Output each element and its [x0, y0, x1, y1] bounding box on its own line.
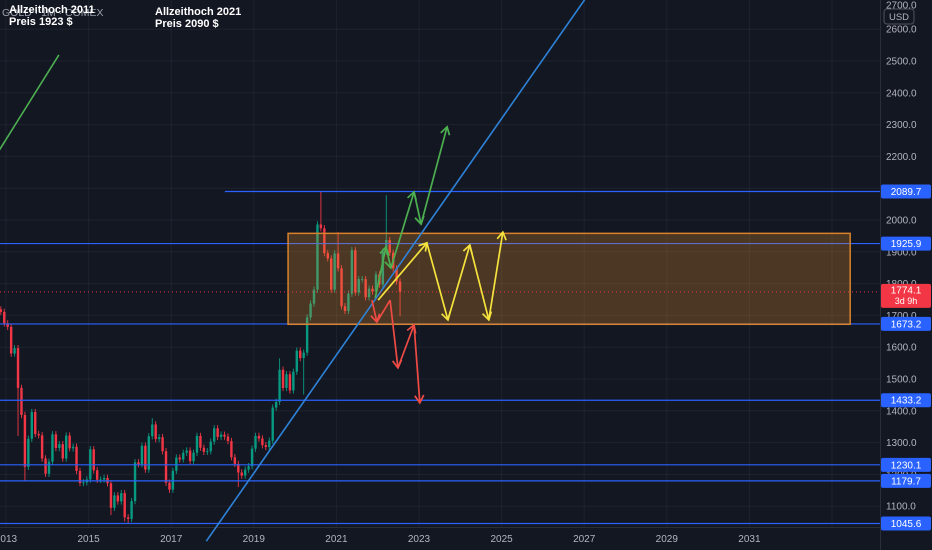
svg-text:USD: USD: [889, 12, 909, 23]
annotation-price: Preis 2090 $: [155, 18, 219, 30]
svg-text:2025: 2025: [490, 534, 513, 545]
price-label-2089.7[interactable]: 2089.7: [881, 184, 931, 199]
range-scenario-arrows[interactable]: [377, 230, 507, 322]
svg-text:2600.0: 2600.0: [886, 25, 917, 36]
svg-text:1700.0: 1700.0: [886, 311, 917, 322]
svg-text:1100.0: 1100.0: [886, 502, 916, 513]
svg-text:2200.0: 2200.0: [886, 152, 917, 163]
svg-text:2021: 2021: [325, 534, 348, 545]
svg-text:1230.1: 1230.1: [891, 460, 922, 471]
svg-text:1673.2: 1673.2: [891, 319, 922, 330]
svg-text:1045.6: 1045.6: [891, 519, 922, 530]
annotation-ath-2011[interactable]: Allzeithoch 2011 Preis 1923 $: [9, 4, 95, 28]
time-axis[interactable]: 2013 2015 2017 2019 2021 2023 2025 2027 2029 2031: [0, 527, 932, 550]
svg-text:1925.9: 1925.9: [891, 239, 922, 250]
svg-text:2400.0: 2400.0: [886, 88, 917, 99]
gridlines: [0, 0, 880, 527]
svg-text:1600.0: 1600.0: [886, 343, 917, 354]
price-label-1673.2[interactable]: 1673.2: [881, 316, 931, 331]
price-label-1433.2[interactable]: 1433.2: [881, 393, 931, 408]
svg-text:2015: 2015: [77, 534, 100, 545]
bullish-scenario-arrows[interactable]: [374, 125, 451, 299]
svg-text:1300.0: 1300.0: [886, 438, 917, 449]
svg-text:1433.2: 1433.2: [891, 396, 922, 407]
svg-text:1500.0: 1500.0: [886, 375, 917, 386]
annotation-title: Allzeithoch 2011: [9, 4, 95, 16]
currency-unit-badge[interactable]: USD: [883, 8, 915, 25]
price-label-1925.9[interactable]: 1925.9: [881, 236, 931, 251]
svg-text:2017: 2017: [160, 534, 183, 545]
annotation-ath-2021[interactable]: Allzeithoch 2021 Preis 2090 $: [155, 6, 241, 30]
svg-text:2029: 2029: [656, 534, 679, 545]
svg-text:1900.0: 1900.0: [886, 247, 917, 258]
svg-text:2031: 2031: [738, 534, 761, 545]
bearish-scenario-arrows[interactable]: [370, 299, 425, 405]
svg-text:2500.0: 2500.0: [886, 57, 917, 68]
svg-text:3d 9h: 3d 9h: [895, 296, 918, 306]
price-label-1045.6[interactable]: 1045.6: [881, 516, 931, 531]
symbol-legend[interactable]: GOLD · 1M · COMEX: [2, 7, 104, 19]
svg-text:2000.0: 2000.0: [886, 216, 917, 227]
svg-text:2300.0: 2300.0: [886, 120, 917, 131]
annotation-title: Allzeithoch 2021: [155, 6, 242, 18]
trendline-trend_green[interactable]: [0, 54, 60, 151]
projection-zone-box[interactable]: [287, 232, 851, 326]
svg-text:1400.0: 1400.0: [886, 406, 917, 417]
svg-text:2023: 2023: [408, 534, 431, 545]
svg-text:2027: 2027: [573, 534, 596, 545]
price-label-1179.7[interactable]: 1179.7: [881, 473, 931, 488]
last-price-label[interactable]: 1774.13d 9h: [881, 283, 931, 308]
svg-text:2700.0: 2700.0: [886, 1, 917, 12]
trendline-trend_blue[interactable]: [205, 0, 586, 542]
annotation-price: Preis 1923 $: [9, 16, 73, 28]
svg-text:2013: 2013: [0, 534, 18, 545]
svg-text:2089.7: 2089.7: [891, 187, 922, 198]
price-label-1230.1[interactable]: 1230.1: [881, 457, 931, 472]
svg-text:1179.7: 1179.7: [891, 476, 921, 487]
svg-text:2019: 2019: [243, 534, 266, 545]
svg-text:1774.1: 1774.1: [891, 285, 922, 296]
